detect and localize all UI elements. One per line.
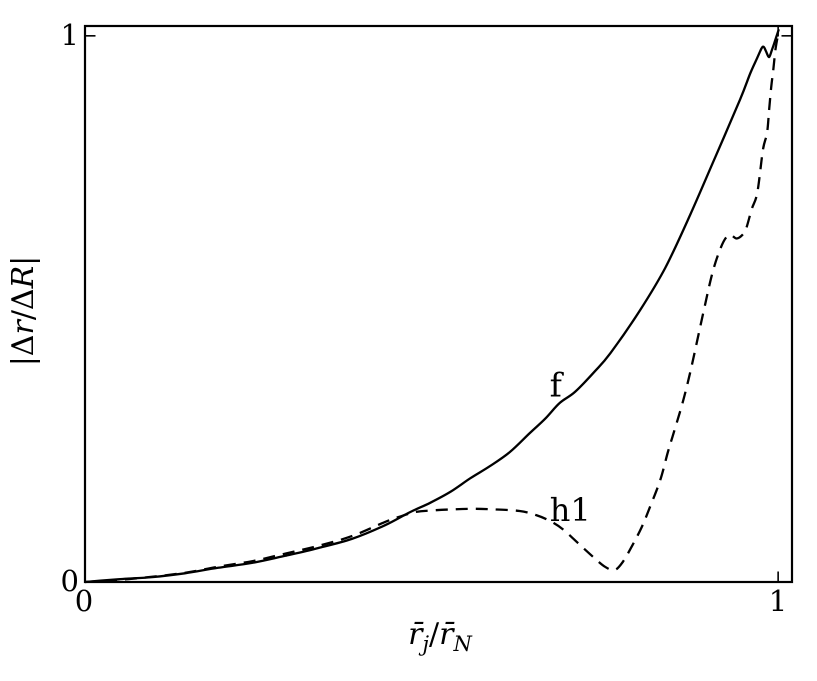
x-axis-label: r̄j/r̄N (408, 617, 472, 656)
curve-f-solid-line (84, 28, 780, 584)
curve-h1-dashed-line (84, 32, 780, 584)
curve-label-h1: h1 (550, 491, 591, 529)
y-axis-label: |Δr/ΔR| (6, 256, 41, 367)
plot-border (83, 24, 794, 584)
x-tick-label-0: 0 (75, 584, 93, 618)
y-tick-label-1: 1 (61, 18, 79, 52)
x-tick-label-1: 1 (769, 584, 787, 618)
y-tick-label-0: 0 (61, 564, 79, 598)
curve-label-f: f (550, 365, 565, 404)
